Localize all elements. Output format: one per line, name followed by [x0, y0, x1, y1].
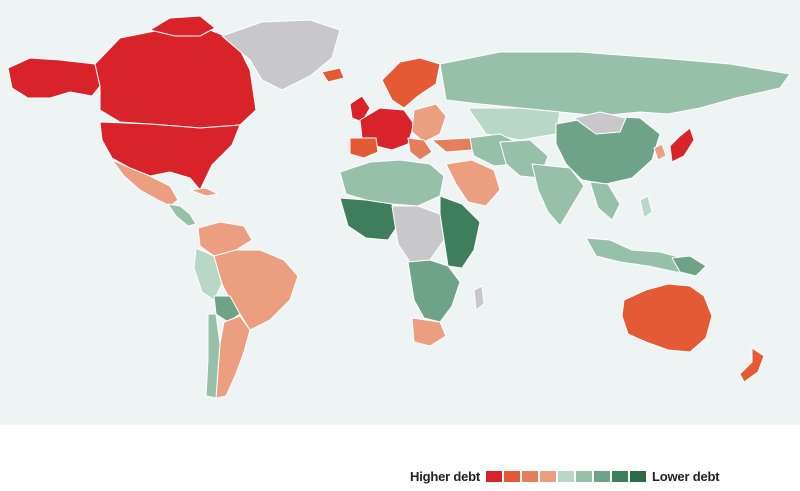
region-philippines	[639, 195, 653, 219]
region-colombia-venezuela	[197, 221, 253, 257]
region-mongolia	[573, 111, 627, 135]
legend-swatch-5	[558, 470, 575, 482]
legend-higher-label: Higher debt	[410, 468, 481, 484]
legend-swatch-4	[540, 470, 557, 482]
region-scandinavia	[381, 57, 441, 109]
legend: Higher debt Lower debt	[410, 466, 720, 486]
legend-swatch-8	[612, 470, 629, 482]
region-turkey	[431, 137, 473, 153]
legend-swatch-9	[630, 470, 647, 482]
legend-swatch-1	[486, 470, 503, 482]
region-iberia	[349, 137, 379, 159]
region-central-america	[167, 203, 197, 227]
region-madagascar	[473, 285, 485, 311]
region-cuba	[189, 187, 219, 197]
region-usa	[99, 121, 241, 191]
region-argentina	[215, 315, 251, 399]
region-east-africa	[439, 195, 481, 269]
region-south-africa	[411, 317, 447, 347]
region-iceland	[321, 67, 345, 83]
region-west-africa	[339, 197, 401, 241]
region-australia	[621, 283, 713, 353]
region-southeast-asia	[589, 181, 621, 221]
legend-swatch-6	[576, 470, 593, 482]
region-new-zealand	[739, 347, 765, 383]
legend-swatch-7	[594, 470, 611, 482]
region-china	[555, 115, 661, 185]
region-kazakhstan	[467, 107, 561, 141]
world-map-svg	[7, 15, 791, 399]
legend-swatch-2	[504, 470, 521, 482]
region-greenland	[221, 19, 341, 91]
region-mexico	[111, 159, 179, 207]
region-eastern-europe	[411, 103, 447, 143]
world-map	[0, 0, 800, 425]
region-alaska	[7, 57, 101, 99]
region-canada-islands	[149, 15, 216, 37]
region-uk-ireland	[349, 95, 371, 123]
region-arabia	[445, 159, 501, 207]
legend-color-scale	[486, 470, 647, 482]
legend-lower-label: Lower debt	[652, 468, 720, 484]
region-southern-africa	[407, 259, 461, 323]
region-central-africa	[391, 205, 445, 263]
legend-swatch-3	[522, 470, 539, 482]
region-korea	[653, 143, 667, 161]
region-papua	[671, 255, 707, 277]
region-balkans	[407, 137, 433, 161]
region-russia	[439, 51, 791, 117]
region-chile	[205, 313, 221, 399]
region-japan	[669, 127, 695, 163]
